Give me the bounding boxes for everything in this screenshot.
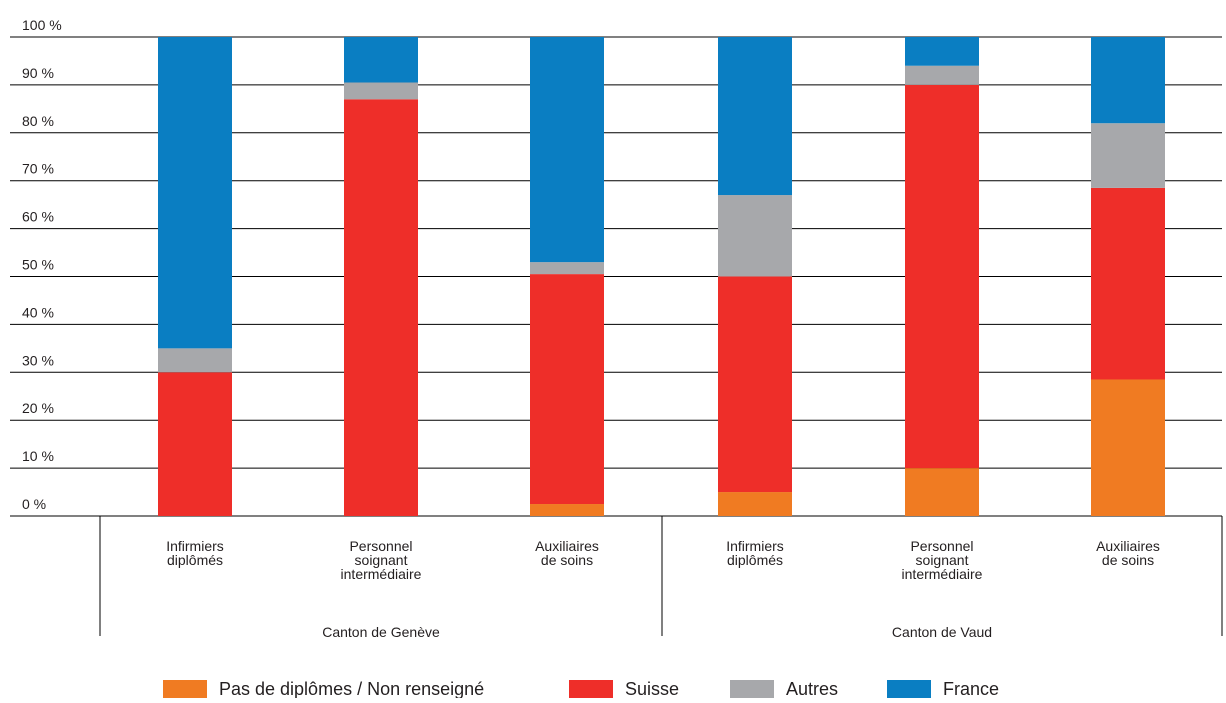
bar-segment (158, 348, 232, 373)
bar-segment (530, 37, 604, 263)
bar-segment (1091, 123, 1165, 188)
group-label: Canton de Genève (322, 624, 440, 640)
y-tick-label: 80 % (22, 113, 54, 129)
bar-segment (344, 82, 418, 100)
bar-segment (718, 492, 792, 516)
bar-segment (158, 37, 232, 349)
legend-swatch (163, 680, 207, 698)
y-tick-label: 50 % (22, 257, 54, 273)
group-label: Canton de Vaud (892, 624, 992, 640)
y-tick-label: 60 % (22, 209, 54, 225)
legend-label: Autres (786, 679, 838, 698)
y-tick-label: 0 % (22, 496, 46, 512)
x-tick-label: Infirmiers (726, 538, 784, 554)
legend-label: France (943, 679, 999, 698)
bar-segment (344, 99, 418, 517)
x-tick-label: Personnel (910, 538, 973, 554)
bar-segment (344, 37, 418, 83)
bar-segment (718, 276, 792, 493)
legend-swatch (569, 680, 613, 698)
x-tick-label: Auxiliaires (1096, 538, 1160, 554)
legend-swatch (887, 680, 931, 698)
x-tick-label: de soins (1102, 552, 1154, 568)
x-tick-label: diplômés (727, 552, 783, 568)
bar-segment (530, 274, 604, 505)
legend-label: Pas de diplômes / Non renseigné (219, 679, 484, 698)
y-tick-label: 90 % (22, 65, 54, 81)
x-tick-label: soignant (916, 552, 969, 568)
bar-segment (905, 37, 979, 66)
y-tick-label: 40 % (22, 304, 54, 320)
legend-label: Suisse (625, 679, 679, 698)
bar-segment (905, 84, 979, 469)
bar-segment (1091, 187, 1165, 380)
y-tick-label: 100 % (22, 17, 62, 33)
bar-segment (718, 195, 792, 277)
bar-segment (158, 372, 232, 516)
bar-segment (905, 468, 979, 516)
bar-segment (530, 504, 604, 516)
x-tick-label: de soins (541, 552, 593, 568)
x-tick-label: Personnel (349, 538, 412, 554)
legend-swatch (730, 680, 774, 698)
y-tick-label: 70 % (22, 161, 54, 177)
x-tick-label: intermédiaire (902, 566, 983, 582)
y-tick-label: 10 % (22, 448, 54, 464)
y-tick-label: 30 % (22, 352, 54, 368)
x-tick-label: soignant (355, 552, 408, 568)
x-tick-label: Auxiliaires (535, 538, 599, 554)
x-tick-label: Infirmiers (166, 538, 224, 554)
bar-segment (1091, 379, 1165, 516)
bar-segment (1091, 37, 1165, 124)
bar-segment (905, 65, 979, 85)
bar-segment (530, 262, 604, 275)
x-tick-label: diplômés (167, 552, 223, 568)
bar-segment (718, 37, 792, 196)
y-tick-label: 20 % (22, 400, 54, 416)
x-tick-label: intermédiaire (341, 566, 422, 582)
